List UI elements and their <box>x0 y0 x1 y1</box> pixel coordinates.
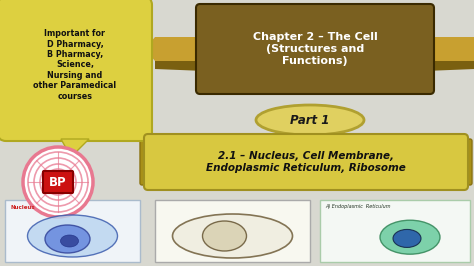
Circle shape <box>23 147 93 217</box>
Text: BP: BP <box>49 176 67 189</box>
Ellipse shape <box>256 105 364 135</box>
FancyBboxPatch shape <box>196 4 434 94</box>
Ellipse shape <box>380 220 440 254</box>
Polygon shape <box>145 37 205 61</box>
FancyBboxPatch shape <box>155 200 310 262</box>
Polygon shape <box>61 139 89 157</box>
FancyBboxPatch shape <box>0 0 152 141</box>
Text: 2.1 – Nucleus, Cell Membrane,
Endoplasmic Reticulum, Ribosome: 2.1 – Nucleus, Cell Membrane, Endoplasmi… <box>206 151 406 173</box>
Ellipse shape <box>202 221 246 251</box>
FancyBboxPatch shape <box>320 200 470 262</box>
FancyBboxPatch shape <box>144 134 468 190</box>
FancyBboxPatch shape <box>458 139 472 185</box>
Text: Part 1: Part 1 <box>290 114 330 127</box>
Text: A) Endoplasmic  Reticulum: A) Endoplasmic Reticulum <box>325 204 391 209</box>
FancyBboxPatch shape <box>43 171 73 193</box>
Polygon shape <box>425 37 474 61</box>
Ellipse shape <box>173 214 292 258</box>
Ellipse shape <box>61 235 79 247</box>
Text: Important for
D Pharmacy,
B Pharmacy,
Science,
Nursing and
other Paramedical
cou: Important for D Pharmacy, B Pharmacy, Sc… <box>34 29 117 101</box>
Text: Nucleus: Nucleus <box>10 205 35 210</box>
Ellipse shape <box>45 225 90 253</box>
Text: Chapter 2 – The Cell
(Structures and
Functions): Chapter 2 – The Cell (Structures and Fun… <box>253 32 377 66</box>
Ellipse shape <box>393 230 421 247</box>
FancyBboxPatch shape <box>140 139 154 185</box>
FancyBboxPatch shape <box>5 200 140 262</box>
Ellipse shape <box>27 215 118 257</box>
Polygon shape <box>425 61 474 71</box>
Polygon shape <box>155 61 205 71</box>
